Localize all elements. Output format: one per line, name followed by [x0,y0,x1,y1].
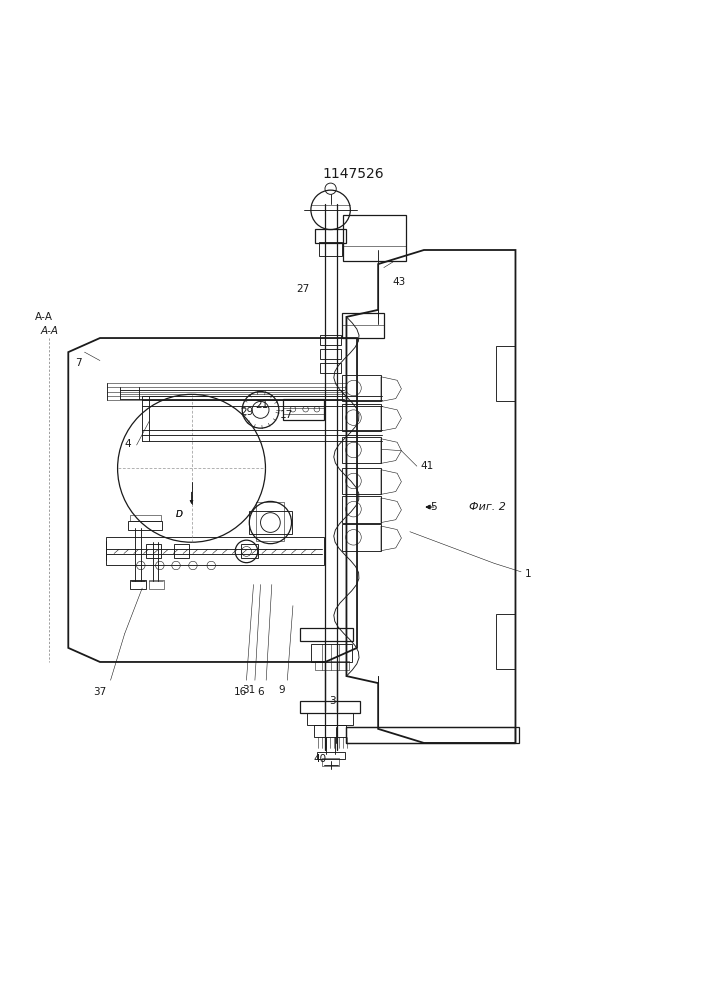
Text: 7: 7 [76,358,82,368]
Bar [342,437,381,463]
Bar [496,614,515,669]
Text: 6: 6 [257,687,264,697]
Text: 3: 3 [329,696,336,706]
Bar [148,580,164,589]
Text: 29: 29 [240,407,253,417]
Bar [342,524,381,551]
Bar [129,515,160,521]
Bar [346,727,519,743]
Text: 41: 41 [421,461,434,471]
Bar [257,502,284,541]
Bar [307,713,353,725]
Text: 37: 37 [93,687,107,697]
Text: 17: 17 [280,410,293,420]
Text: 31: 31 [243,685,256,695]
Bar [315,229,346,243]
Bar [146,544,161,558]
Bar [320,363,341,373]
Bar [315,661,349,670]
Bar [250,511,291,534]
Bar [322,758,339,766]
Bar [300,628,353,641]
Bar [314,725,346,737]
Bar [346,727,515,743]
Text: 40: 40 [313,754,326,764]
Text: 5: 5 [430,502,436,512]
Text: D: D [176,510,183,519]
Bar [342,496,381,523]
Bar [300,701,360,713]
Bar [311,644,352,662]
Bar [174,544,189,558]
Text: Фиг. 2: Фиг. 2 [469,502,506,512]
Bar [283,399,324,420]
Bar [496,346,515,401]
Text: 21: 21 [255,400,269,410]
Bar [320,242,342,256]
Bar [320,349,341,359]
Bar [129,580,146,589]
Text: 9: 9 [279,685,285,695]
Bar [342,404,381,431]
Bar [320,335,341,345]
Text: 16: 16 [234,687,247,697]
Bar [342,468,381,494]
Text: 43: 43 [392,277,406,287]
Bar [317,752,345,759]
Bar [241,544,259,558]
Text: 1147526: 1147526 [322,167,385,181]
Text: 4: 4 [125,439,132,449]
Bar [342,375,381,401]
Bar [343,215,407,261]
Bar [128,521,162,530]
Bar [342,313,385,338]
Text: 1: 1 [525,569,532,579]
Text: А-А: А-А [35,312,52,322]
Text: D: D [175,510,182,519]
Bar [105,537,324,565]
Text: 27: 27 [297,284,310,294]
Text: А-А: А-А [40,326,58,336]
